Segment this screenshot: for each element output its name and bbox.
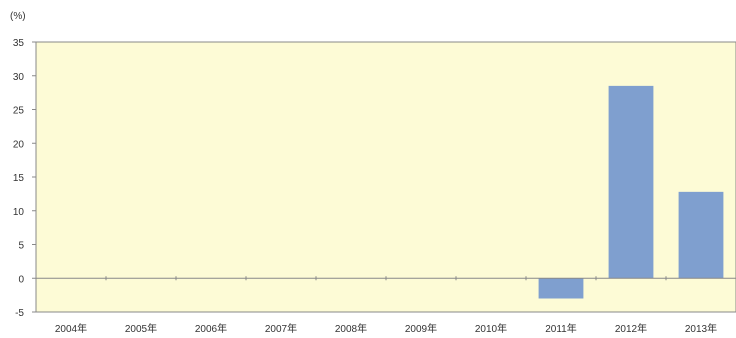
x-tick-label: 2011年: [545, 322, 577, 335]
y-axis-unit-label: (%): [10, 11, 26, 22]
y-axis-ticks: -5 0 5 10 15 20 25 30 35: [13, 38, 36, 319]
y-tick-label: 5: [18, 241, 24, 252]
y-tick-label: 15: [13, 173, 25, 184]
x-tick-label: 2008年: [335, 322, 367, 335]
y-tick-label: -5: [15, 308, 24, 319]
x-axis-ticks: 2004年 2005年 2006年 2007年 2008年 2009年 2010年 2011年…: [35, 276, 717, 335]
bar-series: [538, 85, 724, 299]
x-tick-label: 2005年: [125, 322, 157, 335]
bar: [678, 191, 724, 279]
x-tick-label: 2007年: [265, 322, 297, 335]
bar: [538, 278, 584, 299]
x-tick-label: 2006年: [195, 322, 227, 335]
y-tick-label: 0: [18, 274, 24, 285]
y-tick-label: 25: [13, 106, 25, 117]
y-tick-label: 30: [13, 72, 25, 83]
y-tick-label: 35: [13, 38, 25, 49]
x-tick-label: 2004年: [55, 322, 87, 335]
bar: [608, 85, 654, 279]
y-tick-label: 10: [13, 207, 25, 218]
x-tick-label: 2013年: [685, 322, 717, 335]
x-tick-label: 2009年: [405, 322, 437, 335]
x-tick-label: 2012年: [615, 322, 647, 335]
x-tick-label: 2010年: [475, 322, 507, 335]
y-tick-label: 20: [13, 139, 25, 150]
